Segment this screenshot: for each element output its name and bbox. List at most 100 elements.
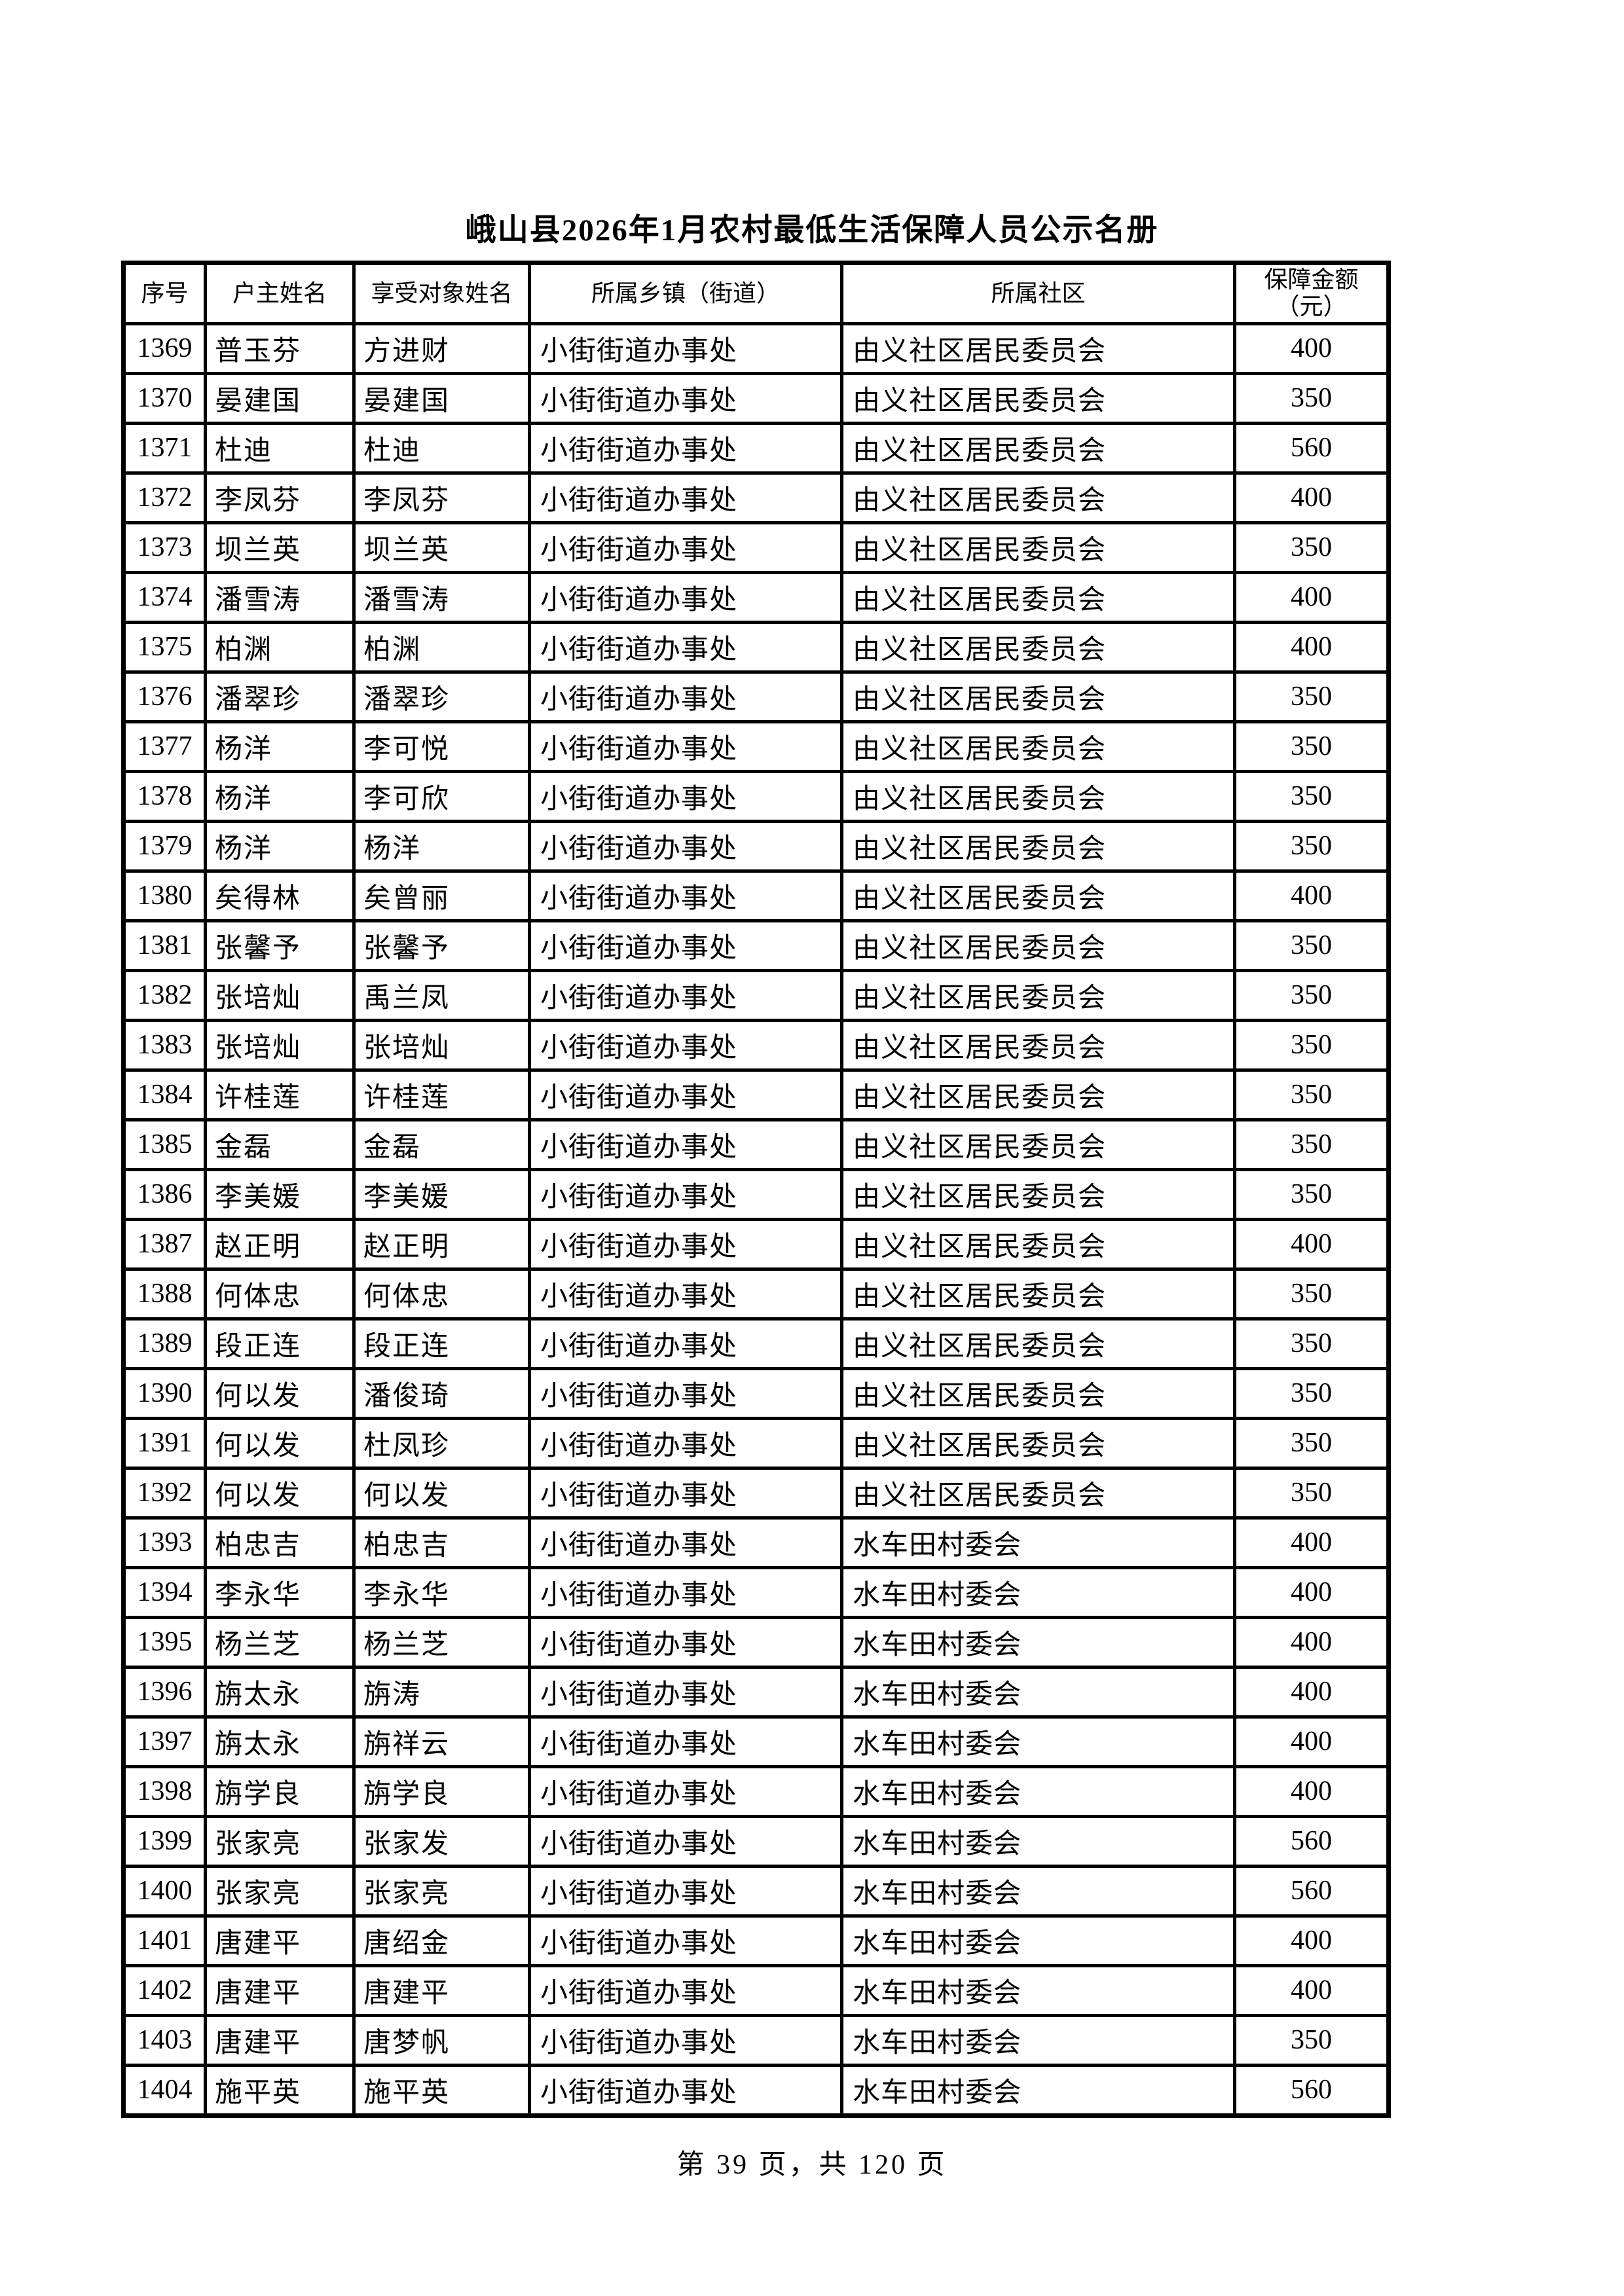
- cell-beneficiary: 禹兰凤: [352, 968, 531, 1022]
- cell-household-head: 何以发: [204, 1416, 356, 1470]
- cell-township: 小街街道办事处: [528, 421, 843, 475]
- cell-amount: 350: [1233, 1466, 1390, 1520]
- table-header: 序号 户主姓名 享受对象姓名 所属乡镇（街道） 所属社区 保障金额 （元）: [122, 261, 1390, 325]
- cell-township: 小街街道办事处: [528, 321, 843, 375]
- table-row: 1389 段正连 段正连 小街街道办事处 由义社区居民委员会 350: [122, 1317, 1390, 1370]
- cell-beneficiary: 柏忠吉: [352, 1516, 531, 1569]
- cell-amount: 400: [1233, 1963, 1390, 2017]
- cell-household-head: 金磊: [204, 1118, 356, 1171]
- cell-community: 由义社区居民委员会: [840, 1317, 1236, 1370]
- cell-community: 水车田村委会: [840, 1914, 1236, 1967]
- table-row: 1384 许桂莲 许桂莲 小街街道办事处 由义社区居民委员会 350: [122, 1068, 1390, 1121]
- cell-amount: 350: [1233, 670, 1390, 723]
- table-row: 1397 旃太永 旃祥云 小街街道办事处 水车田村委会 400: [122, 1715, 1390, 1768]
- cell-community: 水车田村委会: [840, 1963, 1236, 2017]
- cell-serial: 1391: [122, 1416, 207, 1470]
- table-row: 1377 杨洋 李可悦 小街街道办事处 由义社区居民委员会 350: [122, 720, 1390, 773]
- cell-serial: 1400: [122, 1864, 207, 1918]
- table-row: 1385 金磊 金磊 小街街道办事处 由义社区居民委员会 350: [122, 1118, 1390, 1171]
- cell-amount: 400: [1233, 1516, 1390, 1569]
- table-row: 1400 张家亮 张家亮 小街街道办事处 水车田村委会 560: [122, 1864, 1390, 1918]
- table-row: 1403 唐建平 唐梦帆 小街街道办事处 水车田村委会 350: [122, 2013, 1390, 2067]
- cell-township: 小街街道办事处: [528, 620, 843, 674]
- cell-household-head: 柏渊: [204, 620, 356, 674]
- cell-community: 由义社区居民委员会: [840, 919, 1236, 972]
- header-community: 所属社区: [840, 261, 1236, 325]
- table-row: 1401 唐建平 唐绍金 小街街道办事处 水车田村委会 400: [122, 1914, 1390, 1967]
- cell-community: 水车田村委会: [840, 1615, 1236, 1669]
- cell-amount: 350: [1233, 1416, 1390, 1470]
- cell-serial: 1389: [122, 1317, 207, 1370]
- cell-serial: 1379: [122, 819, 207, 873]
- table-row: 1387 赵正明 赵正明 小街街道办事处 由义社区居民委员会 400: [122, 1217, 1390, 1271]
- cell-township: 小街街道办事处: [528, 570, 843, 624]
- cell-township: 小街街道办事处: [528, 869, 843, 922]
- cell-community: 水车田村委会: [840, 1864, 1236, 1918]
- cell-community: 由义社区居民委员会: [840, 520, 1236, 574]
- cell-township: 小街街道办事处: [528, 1366, 843, 1420]
- cell-amount: 400: [1233, 1615, 1390, 1669]
- cell-beneficiary: 杜迪: [352, 421, 531, 475]
- cell-serial: 1369: [122, 321, 207, 375]
- cell-household-head: 旃太永: [204, 1715, 356, 1768]
- table-row: 1392 何以发 何以发 小街街道办事处 由义社区居民委员会 350: [122, 1466, 1390, 1520]
- cell-serial: 1377: [122, 720, 207, 773]
- cell-community: 水车田村委会: [840, 1764, 1236, 1818]
- table-row: 1391 何以发 杜凤珍 小街街道办事处 由义社区居民委员会 350: [122, 1416, 1390, 1470]
- cell-amount: 350: [1233, 2013, 1390, 2067]
- cell-community: 水车田村委会: [840, 2013, 1236, 2067]
- cell-beneficiary: 唐梦帆: [352, 2013, 531, 2067]
- table-row: 1374 潘雪涛 潘雪涛 小街街道办事处 由义社区居民委员会 400: [122, 570, 1390, 624]
- cell-amount: 350: [1233, 1118, 1390, 1171]
- cell-beneficiary: 潘雪涛: [352, 570, 531, 624]
- cell-township: 小街街道办事处: [528, 1217, 843, 1271]
- header-row: 序号 户主姓名 享受对象姓名 所属乡镇（街道） 所属社区 保障金额 （元）: [122, 261, 1390, 325]
- cell-township: 小街街道办事处: [528, 1864, 843, 1918]
- cell-beneficiary: 唐绍金: [352, 1914, 531, 1967]
- cell-township: 小街街道办事处: [528, 1267, 843, 1321]
- cell-serial: 1395: [122, 1615, 207, 1669]
- cell-serial: 1398: [122, 1764, 207, 1818]
- cell-beneficiary: 李凤芬: [352, 471, 531, 524]
- cell-serial: 1376: [122, 670, 207, 723]
- cell-household-head: 唐建平: [204, 2013, 356, 2067]
- cell-beneficiary: 晏建国: [352, 371, 531, 425]
- cell-serial: 1370: [122, 371, 207, 425]
- cell-beneficiary: 坝兰英: [352, 520, 531, 574]
- cell-household-head: 张家亮: [204, 1864, 356, 1918]
- cell-community: 由义社区居民委员会: [840, 670, 1236, 723]
- cell-amount: 350: [1233, 371, 1390, 425]
- cell-beneficiary: 李可悦: [352, 720, 531, 773]
- cell-township: 小街街道办事处: [528, 769, 843, 823]
- cell-community: 水车田村委会: [840, 1715, 1236, 1768]
- cell-beneficiary: 张家发: [352, 1814, 531, 1868]
- cell-community: 水车田村委会: [840, 1665, 1236, 1719]
- table-row: 1390 何以发 潘俊琦 小街街道办事处 由义社区居民委员会 350: [122, 1366, 1390, 1420]
- cell-amount: 350: [1233, 968, 1390, 1022]
- header-beneficiary: 享受对象姓名: [352, 261, 531, 325]
- cell-beneficiary: 李可欣: [352, 769, 531, 823]
- cell-community: 由义社区居民委员会: [840, 1416, 1236, 1470]
- cell-household-head: 何以发: [204, 1466, 356, 1520]
- cell-serial: 1392: [122, 1466, 207, 1520]
- table-row: 1379 杨洋 杨洋 小街街道办事处 由义社区居民委员会 350: [122, 819, 1390, 873]
- cell-township: 小街街道办事处: [528, 1814, 843, 1868]
- cell-household-head: 杜迪: [204, 421, 356, 475]
- cell-serial: 1383: [122, 1018, 207, 1072]
- table-row: 1393 柏忠吉 柏忠吉 小街街道办事处 水车田村委会 400: [122, 1516, 1390, 1569]
- cell-household-head: 唐建平: [204, 1914, 356, 1967]
- cell-serial: 1390: [122, 1366, 207, 1420]
- cell-community: 由义社区居民委员会: [840, 1466, 1236, 1520]
- cell-amount: 400: [1233, 1665, 1390, 1719]
- cell-community: 由义社区居民委员会: [840, 421, 1236, 475]
- cell-beneficiary: 旃祥云: [352, 1715, 531, 1768]
- cell-community: 由义社区居民委员会: [840, 471, 1236, 524]
- cell-household-head: 张馨予: [204, 919, 356, 972]
- cell-household-head: 唐建平: [204, 1963, 356, 2017]
- cell-beneficiary: 李永华: [352, 1565, 531, 1619]
- cell-serial: 1387: [122, 1217, 207, 1271]
- cell-household-head: 坝兰英: [204, 520, 356, 574]
- cell-beneficiary: 何体忠: [352, 1267, 531, 1321]
- cell-serial: 1394: [122, 1565, 207, 1619]
- cell-household-head: 张培灿: [204, 968, 356, 1022]
